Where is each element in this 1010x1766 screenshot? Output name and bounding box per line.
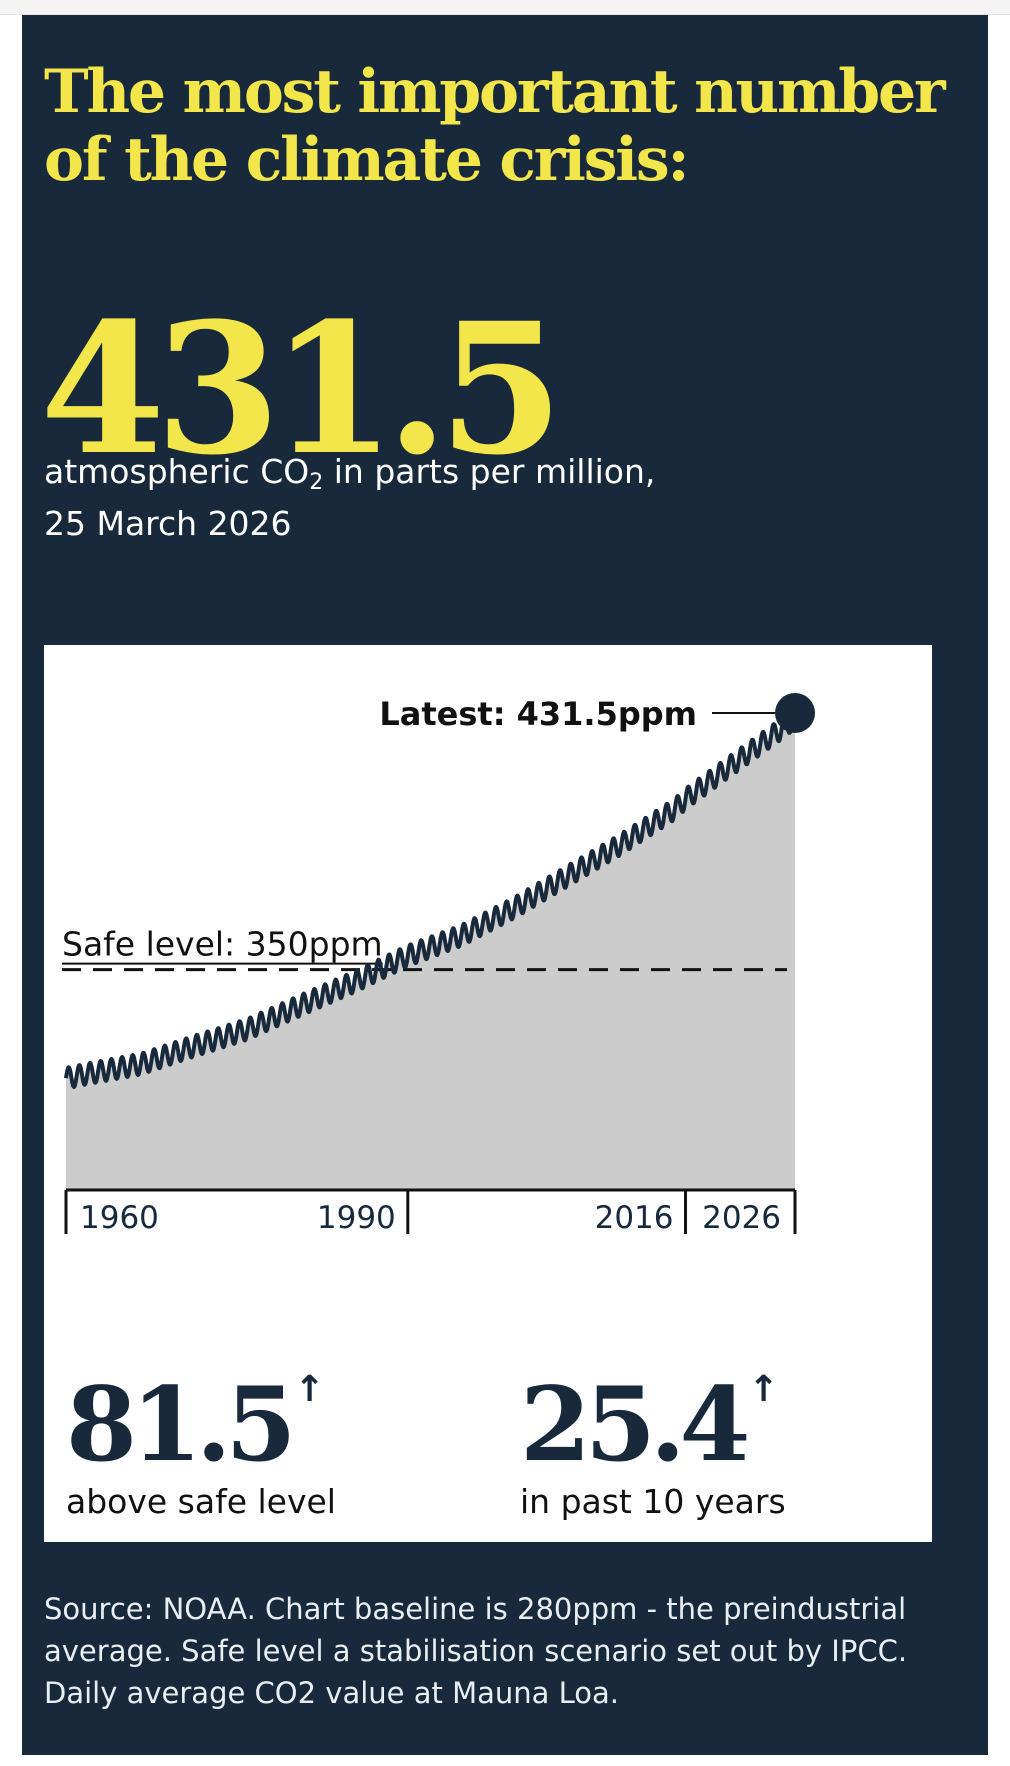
latest-point [775,693,815,733]
up-arrow-icon: ↑ [294,1369,325,1410]
safe-level-label: Safe level: 350ppm [62,925,383,964]
chart-panel: Safe level: 350ppm Latest: 431.5ppm 1960 19… [44,645,932,1542]
value-description: atmospheric CO2 in parts per million, [44,452,655,503]
x-tick-label: 2016 [595,1200,674,1236]
headline-line-2: of the climate crisis: [44,125,690,195]
source-line-1: Source: NOAA. Chart baseline is 280ppm -… [44,1592,907,1626]
source-line-2: average. Safe level a stabilisation scen… [44,1634,908,1668]
source-note: Source: NOAA. Chart baseline is 280ppm -… [44,1588,944,1714]
measurement-date: 25 March 2026 [44,504,292,543]
stat-past-ten-years-value: 25.4 [520,1365,750,1485]
source-line-3: Daily average CO2 value at Mauna Loa. [44,1676,619,1710]
x-tick-label: 1960 [80,1200,159,1236]
stat-above-safe-label: above safe level [66,1482,336,1521]
stat-past-ten-years-label: in past 10 years [520,1482,786,1521]
headline-line-1: The most important number [44,57,946,127]
stat-above-safe: 81.5 ↑ above safe level [66,1370,336,1522]
main-co2-value: 431.5 [40,284,564,495]
stat-above-safe-value: 81.5 [66,1365,296,1485]
description-prefix: atmospheric CO [44,452,310,491]
x-tick-label: 1990 [317,1200,396,1236]
x-tick-label: 2026 [702,1200,781,1236]
co2-chart: Safe level: 350ppm Latest: 431.5ppm 1960 19… [62,693,815,1236]
headline: The most important number of the climate… [44,58,964,194]
description-suffix: in parts per million, [323,452,656,491]
stat-past-ten-years: 25.4 ↑ in past 10 years [520,1370,786,1522]
description-subscript: 2 [309,470,324,495]
browser-top-strip [0,0,1010,15]
co2-line [64,706,797,1089]
up-arrow-icon: ↑ [748,1369,779,1410]
latest-label: Latest: 431.5ppm [379,695,697,733]
